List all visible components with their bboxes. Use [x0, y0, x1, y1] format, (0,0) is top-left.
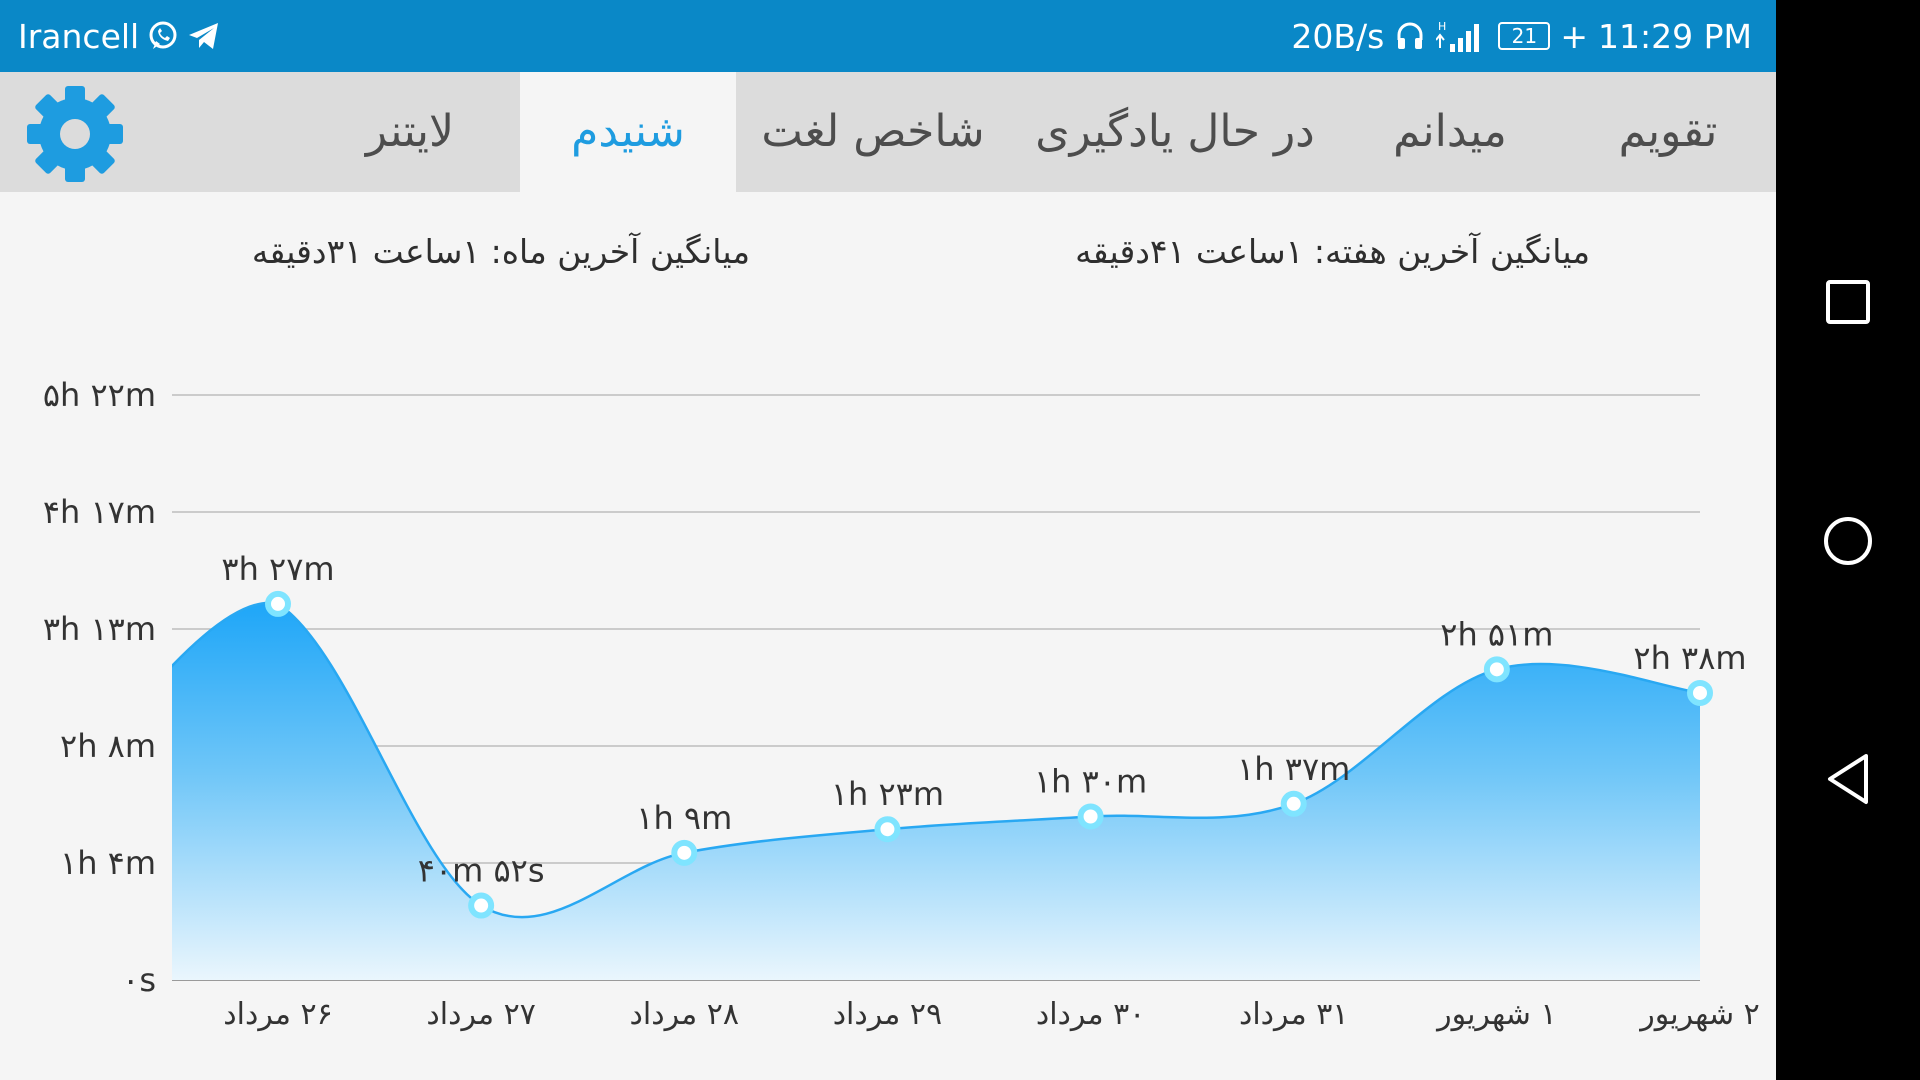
- status-right: 20B/s H 21 + 11:29 PM: [1291, 0, 1752, 72]
- data-value-label: ۱h ۳۷m: [1237, 750, 1350, 788]
- data-point[interactable]: [1077, 803, 1104, 830]
- net-speed: 20B/s: [1291, 16, 1385, 56]
- tab-known[interactable]: میدانم: [1393, 106, 1507, 157]
- area-fill: [172, 602, 1700, 980]
- data-value-label: ۳h ۲۷m: [221, 550, 334, 588]
- x-category-label: ۲۹ مرداد: [833, 997, 942, 1032]
- data-point[interactable]: [1280, 790, 1307, 817]
- home-icon[interactable]: [1822, 515, 1874, 567]
- x-category-label: ۲۷ مرداد: [426, 997, 535, 1032]
- status-time: 11:29 PM: [1598, 16, 1752, 56]
- x-category-label: ۳۱ مرداد: [1239, 997, 1348, 1032]
- x-category-label: ۲۶ مرداد: [223, 997, 332, 1032]
- data-value-label: ۱h ۹m: [636, 799, 732, 837]
- app-screen: Irancell 20B/s H: [0, 0, 1776, 1080]
- data-value-label: ۱h ۳۰m: [1034, 762, 1147, 800]
- navigation-bar: [1776, 0, 1920, 1080]
- status-bar: Irancell 20B/s H: [0, 0, 1776, 72]
- month-average: میانگین آخرین ماه: ۱ساعت ۳۱دقیقه: [251, 232, 750, 271]
- y-tick-label: ۱h ۴m: [60, 844, 156, 882]
- data-point[interactable]: [671, 839, 698, 866]
- signal-icon: H: [1436, 20, 1480, 52]
- charging-plus: +: [1560, 16, 1589, 56]
- recent-apps-icon[interactable]: [1824, 278, 1872, 326]
- battery-icon: 21: [1498, 22, 1551, 50]
- tab-word-index[interactable]: شاخص لغت: [761, 106, 985, 157]
- carrier-name: Irancell: [18, 16, 140, 56]
- data-value-label: ۱h ۲۳m: [831, 775, 944, 813]
- whatsapp-icon: [149, 21, 177, 49]
- svg-text:H: H: [1438, 20, 1446, 33]
- data-point[interactable]: [1687, 679, 1713, 706]
- gear-icon[interactable]: [22, 84, 128, 184]
- data-point[interactable]: [468, 892, 495, 919]
- y-tick-label: ۵h ۲۲m: [43, 376, 156, 414]
- y-tick-label: ۳h ۱۳m: [43, 610, 156, 648]
- tab-leitner[interactable]: لایتنر: [365, 106, 455, 157]
- y-tick-label: ۰s: [122, 961, 156, 999]
- week-average: میانگین آخرین هفته: ۱ساعت ۴۱دقیقه: [1075, 232, 1590, 271]
- telegram-icon: [189, 23, 219, 49]
- tab-learning[interactable]: در حال یادگیری: [1035, 106, 1315, 157]
- data-value-label: ۲h ۳۸m: [1633, 639, 1746, 677]
- data-value-label: ۲h ۵۱m: [1440, 615, 1553, 653]
- headset-icon: [1397, 22, 1423, 49]
- status-left: Irancell: [18, 0, 221, 72]
- listening-time-chart: ۰s ۱h ۴m ۲h ۸m ۳h ۱۳m ۴h ۱۷m ۵h ۲۲m ۳h ۲۷m ۲۶ …: [43, 376, 1760, 1032]
- data-point[interactable]: [1483, 656, 1510, 683]
- data-point[interactable]: [874, 816, 901, 843]
- x-category-label: ۲ شهریور: [1638, 997, 1760, 1032]
- x-category-label: ۲۸ مرداد: [630, 997, 739, 1032]
- tab-heard[interactable]: شنیدم: [520, 72, 736, 192]
- y-tick-label: ۲h ۸m: [60, 727, 156, 765]
- x-category-label: ۳۰ مرداد: [1036, 997, 1145, 1032]
- data-point[interactable]: [265, 590, 291, 617]
- y-tick-label: ۴h ۱۷m: [43, 493, 156, 531]
- back-icon[interactable]: [1824, 752, 1872, 806]
- x-category-label: ۱ شهریور: [1435, 997, 1557, 1032]
- data-value-label: ۴۰m ۵۲s: [418, 852, 545, 890]
- tab-calendar[interactable]: تقویم: [1618, 106, 1718, 157]
- tab-bar: تقویم میدانم در حال یادگیری شاخص لغت شنی…: [0, 72, 1776, 192]
